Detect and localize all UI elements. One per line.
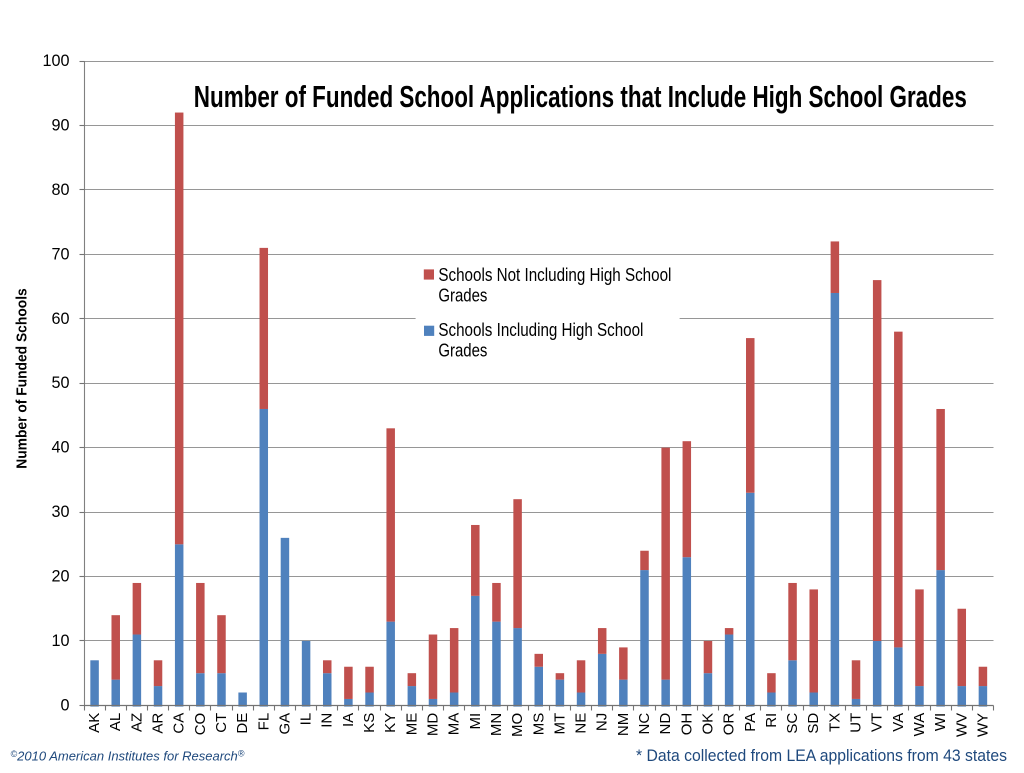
svg-text:VT: VT [869, 713, 886, 732]
svg-text:* Data collected from LEA appl: * Data collected from LEA applications f… [636, 747, 1007, 765]
svg-text:NE: NE [573, 713, 590, 734]
svg-text:MO: MO [509, 713, 526, 737]
svg-text:Grades: Grades [438, 284, 487, 305]
svg-text:GA: GA [276, 713, 293, 735]
svg-text:WI: WI [932, 713, 949, 731]
svg-text:FL: FL [255, 713, 272, 731]
svg-text:DE: DE [234, 713, 251, 734]
svg-text:10: 10 [51, 632, 69, 650]
svg-text:CA: CA [171, 713, 188, 734]
svg-text:CT: CT [213, 713, 230, 733]
svg-text:OR: OR [721, 713, 738, 736]
svg-text:ME: ME [403, 713, 420, 736]
svg-text:MN: MN [488, 713, 505, 736]
svg-text:Schools Including High School: Schools Including High School [438, 319, 643, 340]
svg-text:Number of Funded Schools: Number of Funded Schools [14, 288, 31, 469]
svg-text:AK: AK [86, 713, 103, 733]
svg-text:0: 0 [60, 696, 69, 714]
svg-text:RI: RI [763, 713, 780, 728]
svg-text:40: 40 [51, 439, 69, 457]
svg-text:20: 20 [51, 568, 69, 586]
svg-text:IL: IL [298, 713, 315, 726]
svg-text:NM: NM [615, 713, 632, 736]
svg-text:WY: WY [974, 713, 991, 737]
svg-text:SC: SC [784, 713, 801, 734]
svg-text:OH: OH [678, 713, 695, 736]
svg-text:ND: ND [657, 713, 674, 735]
svg-text:Number of Funded School Applic: Number of Funded School Applications tha… [194, 79, 967, 114]
svg-text:Schools Not Including High Sch: Schools Not Including High School [438, 264, 671, 285]
svg-text:MA: MA [446, 713, 463, 736]
svg-text:NC: NC [636, 713, 653, 735]
svg-text:KY: KY [382, 713, 399, 733]
svg-text:MI: MI [467, 713, 484, 730]
svg-text:KS: KS [361, 713, 378, 733]
svg-text:MT: MT [551, 713, 568, 735]
svg-text:MD: MD [424, 713, 441, 736]
svg-text:50: 50 [51, 374, 69, 392]
svg-text:AZ: AZ [128, 713, 145, 732]
svg-text:IA: IA [340, 713, 357, 727]
svg-text:IN: IN [319, 713, 336, 728]
svg-text:60: 60 [51, 310, 69, 328]
svg-text:80: 80 [51, 181, 69, 199]
svg-text:70: 70 [51, 245, 69, 263]
svg-text:Grades: Grades [438, 339, 487, 360]
svg-text:©2010 American Institutes for: ©2010 American Institutes for Research® [11, 749, 245, 764]
svg-text:CO: CO [192, 713, 209, 736]
svg-text:WV: WV [953, 713, 970, 737]
svg-text:TX: TX [826, 713, 843, 732]
svg-text:90: 90 [51, 116, 69, 134]
svg-text:SD: SD [805, 713, 822, 734]
svg-text:MS: MS [530, 713, 547, 736]
svg-text:AR: AR [150, 713, 167, 734]
svg-text:100: 100 [42, 52, 69, 70]
svg-text:PA: PA [742, 713, 759, 732]
svg-text:VA: VA [890, 713, 907, 732]
svg-text:WA: WA [911, 713, 928, 737]
svg-text:NJ: NJ [594, 713, 611, 731]
svg-text:UT: UT [848, 713, 865, 733]
svg-text:30: 30 [51, 503, 69, 521]
svg-text:AL: AL [107, 713, 124, 731]
svg-text:OK: OK [699, 713, 716, 735]
